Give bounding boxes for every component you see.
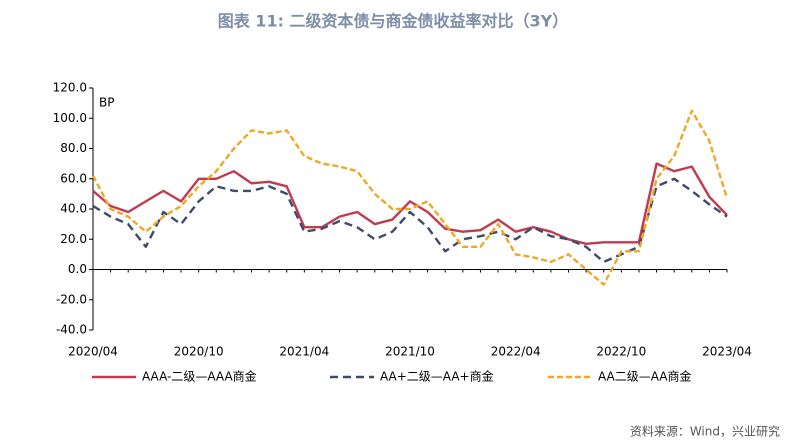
legend-label: AA二级—AA商金 xyxy=(598,369,692,384)
y-tick-label: 0.0 xyxy=(68,262,87,276)
y-tick-label: 100.0 xyxy=(53,111,87,125)
y-tick-label: -20.0 xyxy=(56,292,87,306)
x-tick-label: 2023/04 xyxy=(702,345,752,359)
y-tick-label: 120.0 xyxy=(53,81,87,95)
legend-label: AA+二级—AA+商金 xyxy=(380,369,494,384)
source-note: 资料来源：Wind，兴业研究 xyxy=(630,424,780,439)
y-unit: BP xyxy=(99,96,114,110)
y-tick-label: 20.0 xyxy=(60,232,87,246)
y-tick-label: 80.0 xyxy=(60,141,87,155)
series-line xyxy=(92,177,728,264)
chart-title: 图表 11: 二级资本债与商金债收益率对比（3Y） xyxy=(218,12,569,31)
series-line xyxy=(92,162,728,245)
x-tick-label: 2021/04 xyxy=(279,345,329,359)
y-tick-label: -40.0 xyxy=(56,323,87,337)
y-tick-label: 60.0 xyxy=(60,171,87,185)
x-tick-label: 2022/04 xyxy=(491,345,541,359)
series-line xyxy=(91,109,729,286)
x-tick-label: 2020/10 xyxy=(174,345,224,359)
x-tick-label: 2020/04 xyxy=(68,345,118,359)
x-tick-label: 2021/10 xyxy=(385,345,435,359)
legend-label: AAA-二级—AAA商金 xyxy=(142,369,257,384)
x-tick-label: 2022/10 xyxy=(596,345,646,359)
y-tick-label: 40.0 xyxy=(60,202,87,216)
